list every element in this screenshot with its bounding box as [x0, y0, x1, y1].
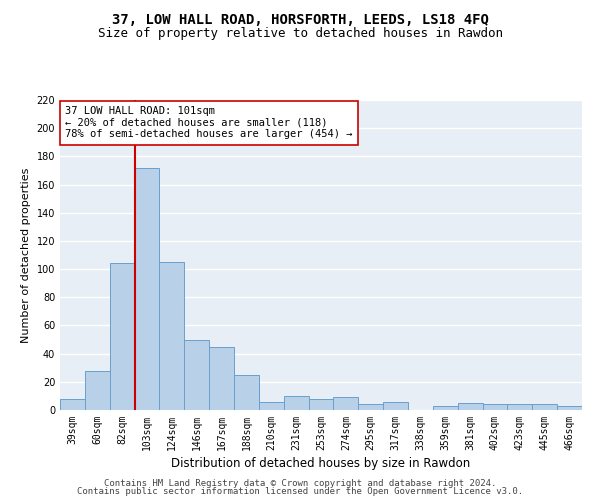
Bar — [308, 398, 334, 410]
Bar — [60, 398, 85, 410]
Bar — [209, 346, 234, 410]
Text: 37 LOW HALL ROAD: 101sqm
← 20% of detached houses are smaller (118)
78% of semi-: 37 LOW HALL ROAD: 101sqm ← 20% of detach… — [65, 106, 353, 140]
Text: 37, LOW HALL ROAD, HORSFORTH, LEEDS, LS18 4FQ: 37, LOW HALL ROAD, HORSFORTH, LEEDS, LS1… — [112, 12, 488, 26]
Bar — [383, 402, 408, 410]
X-axis label: Distribution of detached houses by size in Rawdon: Distribution of detached houses by size … — [172, 457, 470, 470]
Bar — [482, 404, 508, 410]
Bar — [259, 402, 284, 410]
Bar — [508, 404, 532, 410]
Bar — [433, 406, 458, 410]
Bar — [284, 396, 308, 410]
Bar — [85, 370, 110, 410]
Text: Contains HM Land Registry data © Crown copyright and database right 2024.: Contains HM Land Registry data © Crown c… — [104, 478, 496, 488]
Text: Size of property relative to detached houses in Rawdon: Size of property relative to detached ho… — [97, 28, 503, 40]
Bar — [334, 398, 358, 410]
Bar — [358, 404, 383, 410]
Bar — [160, 262, 184, 410]
Y-axis label: Number of detached properties: Number of detached properties — [21, 168, 31, 342]
Bar — [532, 404, 557, 410]
Text: Contains public sector information licensed under the Open Government Licence v3: Contains public sector information licen… — [77, 487, 523, 496]
Bar — [234, 375, 259, 410]
Bar — [110, 264, 134, 410]
Bar — [458, 403, 482, 410]
Bar — [557, 406, 582, 410]
Bar — [184, 340, 209, 410]
Bar — [134, 168, 160, 410]
